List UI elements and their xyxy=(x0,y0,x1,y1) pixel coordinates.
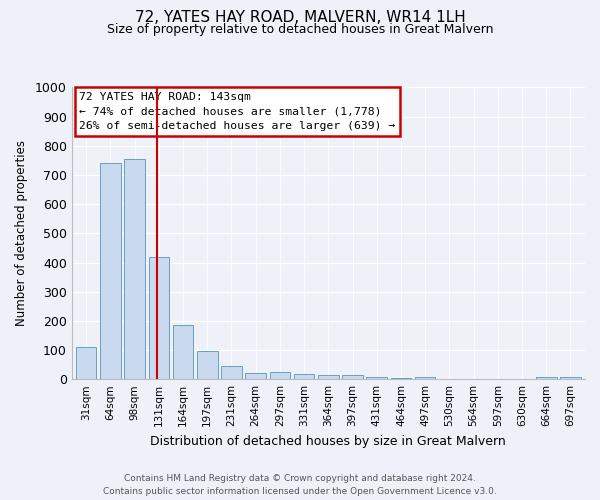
Bar xyxy=(100,164,121,379)
Bar xyxy=(536,377,557,379)
Bar xyxy=(197,351,218,379)
Bar xyxy=(391,378,411,379)
Bar xyxy=(342,375,363,379)
Bar xyxy=(173,325,193,379)
Bar xyxy=(318,375,338,379)
Y-axis label: Number of detached properties: Number of detached properties xyxy=(15,140,28,326)
Text: Size of property relative to detached houses in Great Malvern: Size of property relative to detached ho… xyxy=(107,22,493,36)
Bar xyxy=(269,372,290,379)
Bar xyxy=(124,159,145,379)
Bar xyxy=(76,347,97,379)
Bar xyxy=(149,256,169,379)
Text: 72, YATES HAY ROAD, MALVERN, WR14 1LH: 72, YATES HAY ROAD, MALVERN, WR14 1LH xyxy=(134,10,466,25)
X-axis label: Distribution of detached houses by size in Great Malvern: Distribution of detached houses by size … xyxy=(151,434,506,448)
Bar xyxy=(367,377,387,379)
Bar xyxy=(560,377,581,379)
Text: Contains HM Land Registry data © Crown copyright and database right 2024.
Contai: Contains HM Land Registry data © Crown c… xyxy=(103,474,497,496)
Bar xyxy=(415,377,436,379)
Text: 72 YATES HAY ROAD: 143sqm
← 74% of detached houses are smaller (1,778)
26% of se: 72 YATES HAY ROAD: 143sqm ← 74% of detac… xyxy=(79,92,395,132)
Bar xyxy=(221,366,242,379)
Bar xyxy=(245,373,266,379)
Bar xyxy=(294,374,314,379)
